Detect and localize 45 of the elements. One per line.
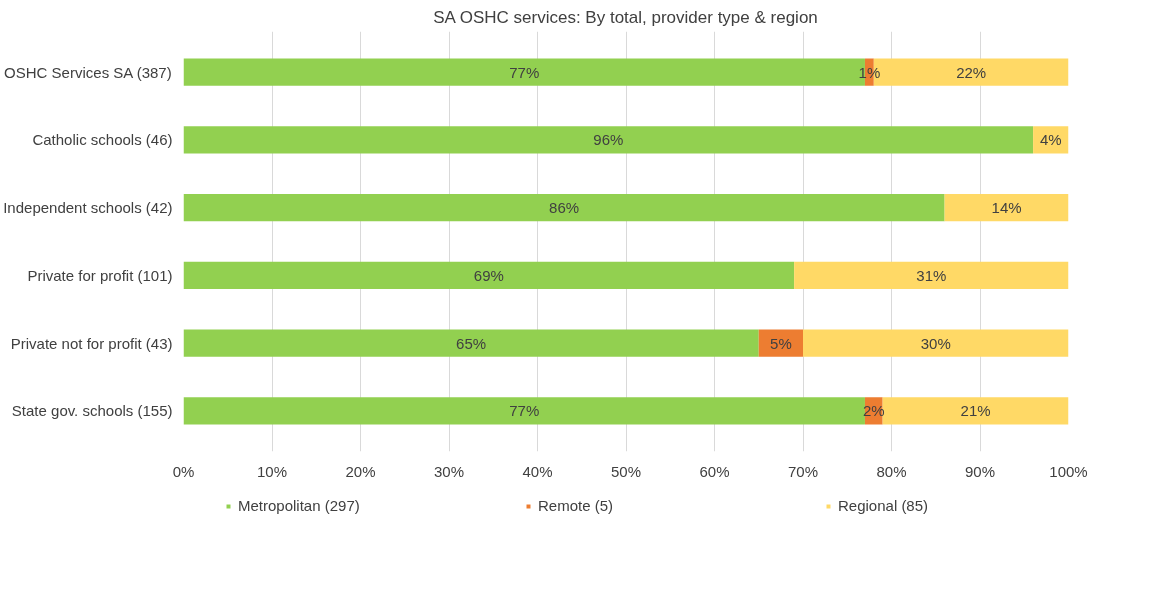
legend-label: Regional (85) — [838, 497, 930, 514]
x-tick-label: 20% — [345, 462, 376, 480]
data-label: 14% — [991, 199, 1022, 217]
data-label: 21% — [960, 402, 991, 420]
bar — [183, 261, 795, 289]
data-label: 65% — [456, 334, 487, 352]
y-tick-label: Catholic schools (46) — [32, 131, 173, 149]
y-tick-label: Private not for profit (43) — [10, 334, 173, 352]
bar — [794, 261, 1069, 289]
bar — [882, 397, 1069, 425]
legend-label: Metropolitan (297) — [238, 497, 361, 514]
y-tick-label: OSHC Services SA (387) — [4, 63, 172, 81]
data-label: 2% — [862, 402, 885, 420]
chart-title: SA OSHC services: By total, provider type & region — [433, 7, 818, 27]
data-label: 86% — [549, 199, 580, 217]
x-tick-label: 80% — [876, 462, 907, 480]
x-tick-label: 40% — [522, 462, 553, 480]
x-tick-label: 70% — [787, 462, 819, 480]
x-tick-label: 30% — [433, 462, 465, 480]
x-tick-label: 100% — [1049, 462, 1088, 480]
data-label: 96% — [593, 131, 624, 149]
data-label: 31% — [916, 266, 947, 284]
data-label: 5% — [770, 334, 792, 352]
bar — [183, 126, 1034, 154]
x-tick-label: 0% — [172, 462, 195, 480]
bar — [183, 194, 945, 222]
x-tick-label: 90% — [964, 462, 996, 480]
data-label: 69% — [473, 266, 504, 284]
bar — [183, 329, 759, 357]
y-tick-label: State gov. schools (155) — [11, 402, 173, 420]
x-tick-label: 60% — [699, 462, 730, 480]
data-label: 30% — [920, 334, 951, 352]
bar — [803, 329, 1069, 357]
x-tick-label: 10% — [256, 462, 288, 480]
y-tick-label: Private for profit (101) — [27, 266, 173, 284]
data-label: 1% — [858, 63, 881, 81]
data-label: 77% — [509, 402, 540, 420]
data-label: 4% — [1039, 131, 1062, 149]
data-label: 22% — [956, 63, 987, 81]
bar — [183, 397, 865, 425]
y-tick-label: Independent schools (42) — [3, 199, 173, 217]
bar — [944, 194, 1069, 222]
x-tick-label: 50% — [610, 462, 642, 480]
legend-label: Remote (5) — [538, 497, 615, 514]
data-label: 77% — [509, 63, 540, 81]
